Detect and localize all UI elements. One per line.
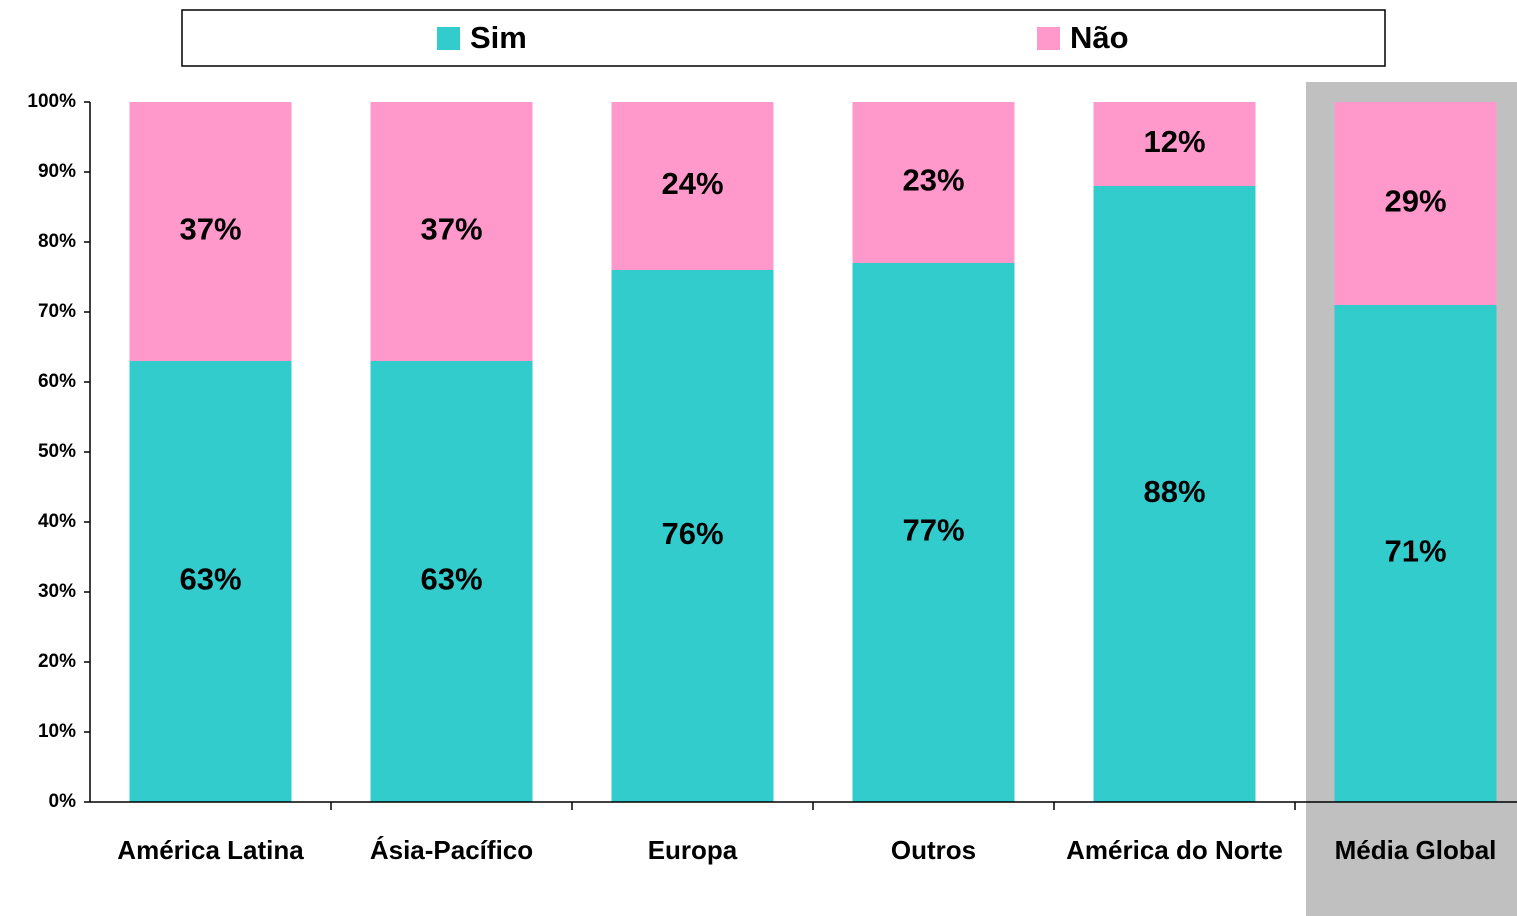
bar-segment xyxy=(1334,305,1497,802)
bar-segment xyxy=(129,361,292,802)
data-label: 71% xyxy=(1384,534,1446,569)
y-tick-label: 60% xyxy=(38,371,76,392)
y-tick-label: 20% xyxy=(38,651,76,672)
data-label: 12% xyxy=(1143,124,1205,159)
data-label: 37% xyxy=(420,212,482,247)
y-tick-label: 70% xyxy=(38,301,76,322)
legend-label: Não xyxy=(1070,20,1129,55)
x-tick-label: Ásia-Pacífico xyxy=(369,835,534,865)
x-tick-label: América Latina xyxy=(117,835,304,865)
bar-segment xyxy=(852,263,1015,802)
y-tick-label: 100% xyxy=(27,91,76,112)
bar-segment xyxy=(852,102,1015,263)
y-tick-label: 10% xyxy=(38,721,76,742)
y-tick-label: 0% xyxy=(49,791,77,812)
bar-segment xyxy=(1334,102,1497,305)
x-tick-label: Europa xyxy=(647,835,738,865)
data-label: 63% xyxy=(420,562,482,597)
bar-segment xyxy=(611,102,774,270)
x-tick-label: Outros xyxy=(890,835,977,865)
x-tick-label: Média Global xyxy=(1334,835,1497,865)
data-label: 29% xyxy=(1384,184,1446,219)
bar-segment xyxy=(370,361,533,802)
data-label: 77% xyxy=(902,513,964,548)
data-label: 23% xyxy=(902,163,964,198)
y-tick-label: 90% xyxy=(38,161,76,182)
y-tick-label: 50% xyxy=(38,441,76,462)
x-tick-label: América do Norte xyxy=(1066,835,1283,865)
legend-box xyxy=(181,9,1386,67)
data-label: 63% xyxy=(179,562,241,597)
bar-segment xyxy=(129,102,292,361)
y-tick-label: 80% xyxy=(38,231,76,252)
data-label: 76% xyxy=(661,516,723,551)
bar-segment xyxy=(1093,102,1256,186)
data-label: 88% xyxy=(1143,474,1205,509)
legend-swatch xyxy=(1037,27,1060,50)
bar-segment xyxy=(370,102,533,361)
data-label: 24% xyxy=(661,166,723,201)
bar-segment xyxy=(1093,186,1256,802)
legend-swatch xyxy=(437,27,460,50)
y-tick-label: 30% xyxy=(38,581,76,602)
legend-label: Sim xyxy=(470,20,527,55)
data-label: 37% xyxy=(179,212,241,247)
bar-segment xyxy=(611,270,774,802)
y-tick-label: 40% xyxy=(38,511,76,532)
